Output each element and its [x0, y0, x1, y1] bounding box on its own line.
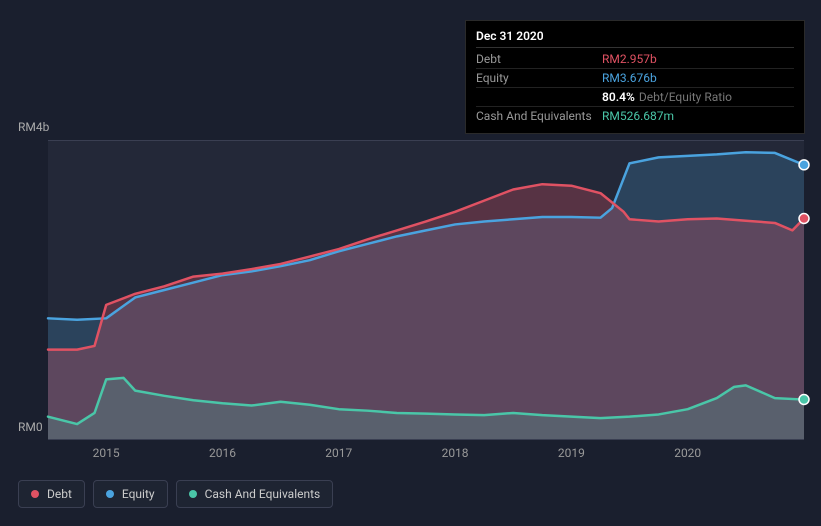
- end-dot-cash: [799, 395, 809, 405]
- tooltip-panel: Dec 31 2020 DebtRM2.957bEquityRM3.676b80…: [465, 20, 805, 134]
- legend-label: Equity: [122, 487, 155, 501]
- x-axis-label: 2020: [674, 446, 701, 460]
- legend-item-debt[interactable]: Debt: [18, 480, 85, 508]
- legend-item-equity[interactable]: Equity: [93, 480, 168, 508]
- legend-dot-icon: [106, 490, 114, 498]
- x-axis-label: 2016: [209, 446, 236, 460]
- legend-label: Debt: [47, 487, 72, 501]
- tooltip-row: 80.4%Debt/Equity Ratio: [476, 88, 794, 107]
- plot-area[interactable]: [48, 140, 804, 440]
- tooltip-row: DebtRM2.957b: [476, 50, 794, 69]
- debt-equity-chart: Dec 31 2020 DebtRM2.957bEquityRM3.676b80…: [0, 0, 821, 526]
- x-axis-label: 2015: [93, 446, 120, 460]
- end-dot-equity: [799, 160, 809, 170]
- tooltip-date: Dec 31 2020: [476, 29, 794, 48]
- y-axis-bottom-label: RM0: [18, 420, 43, 434]
- x-axis-label: 2019: [558, 446, 585, 460]
- legend-dot-icon: [31, 490, 39, 498]
- tooltip-rows: DebtRM2.957bEquityRM3.676b80.4%Debt/Equi…: [476, 50, 794, 125]
- y-axis-top-label: RM4b: [18, 120, 49, 134]
- x-axis-labels: 2015 2016 2017 2018 2019 2020: [48, 446, 804, 466]
- tooltip-value: RM2.957b: [602, 52, 794, 66]
- legend-dot-icon: [189, 490, 197, 498]
- legend-label: Cash And Equivalents: [205, 487, 321, 501]
- tooltip-row: EquityRM3.676b: [476, 69, 794, 88]
- end-dot-debt: [799, 214, 809, 224]
- tooltip-label: Equity: [476, 71, 602, 85]
- tooltip-row: Cash And EquivalentsRM526.687m: [476, 107, 794, 125]
- tooltip-value: RM3.676b: [602, 71, 794, 85]
- legend: Debt Equity Cash And Equivalents: [18, 480, 333, 508]
- tooltip-label: [476, 90, 602, 104]
- tooltip-label: Debt: [476, 52, 602, 66]
- x-axis-label: 2017: [325, 446, 352, 460]
- tooltip-value: 80.4%Debt/Equity Ratio: [602, 90, 794, 104]
- tooltip-label: Cash And Equivalents: [476, 109, 602, 123]
- x-axis-label: 2018: [442, 446, 469, 460]
- legend-item-cash[interactable]: Cash And Equivalents: [176, 480, 334, 508]
- plot-svg: [48, 141, 804, 439]
- tooltip-value: RM526.687m: [602, 109, 794, 123]
